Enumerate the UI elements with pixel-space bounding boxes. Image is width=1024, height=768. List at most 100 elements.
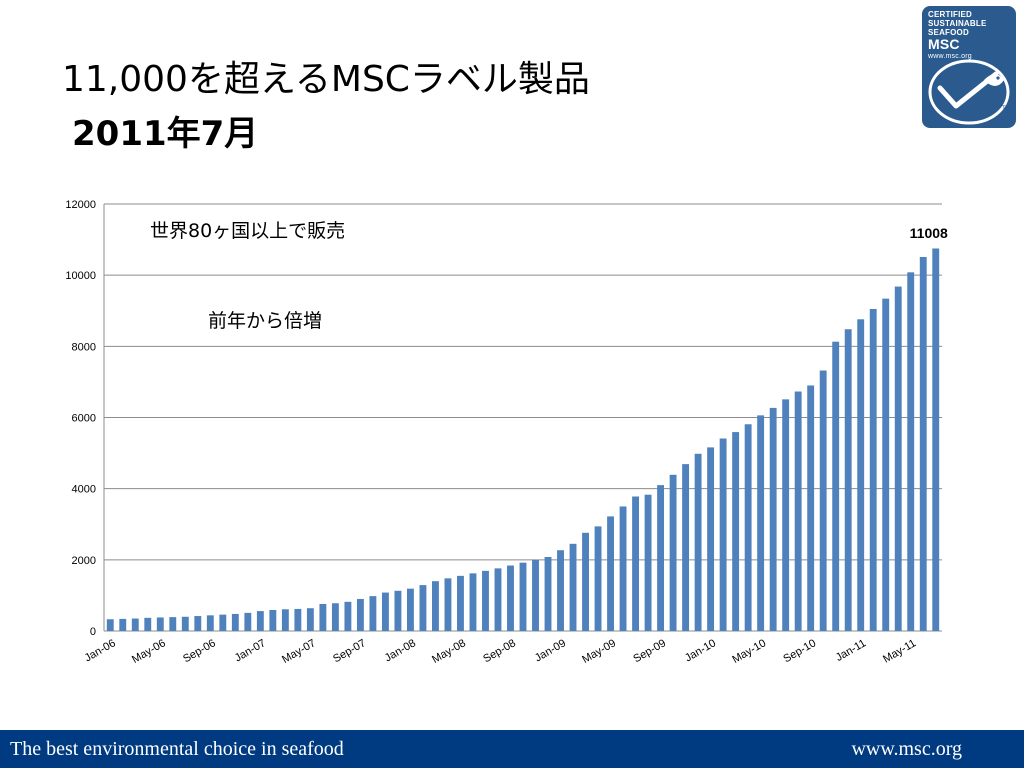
bar (281, 609, 289, 631)
bar (219, 614, 227, 631)
bar (269, 610, 277, 631)
x-tick-label: Sep-08 (481, 637, 518, 665)
bar (507, 565, 514, 631)
bar (807, 385, 815, 631)
bar (482, 570, 489, 631)
bar (519, 562, 527, 631)
msc-logo: CERTIFIED SUSTAINABLE SEAFOOD MSC www.ms… (922, 6, 1016, 128)
x-tick-label: May-10 (730, 637, 768, 666)
y-tick-label: 4000 (72, 484, 96, 496)
x-tick-label: Sep-07 (331, 637, 368, 665)
bar (231, 613, 239, 631)
bar (356, 598, 364, 631)
footer-bar: The best environmental choice in seafood… (0, 730, 1024, 768)
y-tick-label: 0 (90, 626, 96, 638)
bar (644, 494, 652, 631)
bar (894, 286, 902, 631)
bar (582, 532, 589, 631)
x-tick-label: Jan-06 (83, 637, 118, 664)
bar (144, 617, 152, 631)
bar (707, 447, 715, 631)
x-tick-label: Jan-09 (533, 637, 568, 664)
annotation-countries: 世界80ヶ国以上で販売 (150, 220, 346, 242)
x-tick-label: Sep-06 (181, 637, 218, 665)
bar (857, 319, 865, 631)
bar (369, 596, 377, 631)
bar (344, 601, 352, 631)
annotation-growth: 前年から倍増 (208, 310, 323, 332)
logo-trademark: TM (1002, 106, 1011, 112)
bar-chart: 0 2000 4000 6000 8000 10000 12000 Jan-06 May-06 S… (65, 199, 948, 666)
bar (732, 432, 740, 631)
bar (682, 464, 690, 631)
bar (457, 575, 464, 631)
footer-website-link[interactable]: www.msc.org (851, 738, 962, 760)
bar (444, 578, 452, 631)
bar (882, 298, 890, 631)
bar (594, 526, 602, 631)
x-tick-label: Sep-10 (781, 637, 818, 665)
bar (832, 341, 840, 631)
bar (469, 573, 477, 631)
bar (782, 399, 790, 631)
logo-brand: MSC (928, 36, 960, 52)
x-tick-label: May-11 (881, 637, 918, 665)
bar (932, 248, 940, 631)
bar (131, 618, 139, 631)
bar (381, 592, 389, 631)
bar (494, 568, 502, 631)
x-tick-label: Jan-08 (383, 637, 418, 664)
bar (181, 616, 189, 631)
bar (569, 543, 577, 631)
bar (106, 619, 114, 631)
bar (156, 617, 164, 631)
y-tick-label: 8000 (72, 341, 96, 353)
bar (319, 603, 327, 631)
bar (632, 496, 640, 631)
bar (532, 559, 539, 631)
bar (194, 616, 202, 631)
bar (244, 612, 252, 631)
bar (419, 585, 427, 631)
bar (206, 615, 214, 631)
x-tick-label: Jan-10 (683, 637, 718, 664)
footer-tagline: The best environmental choice in seafood (10, 738, 344, 760)
slide-title: 11,000を超えるMSCラベル製品 (62, 59, 590, 100)
x-tick-label: May-06 (130, 637, 168, 666)
bar (794, 391, 802, 631)
x-tick-label: Jan-11 (834, 637, 868, 664)
y-tick-label: 12000 (65, 199, 96, 211)
x-tick-label: Sep-09 (631, 637, 668, 665)
bar (669, 474, 677, 631)
bar (844, 329, 852, 631)
bar (694, 453, 702, 631)
slide-subtitle: 2011年7月 (72, 114, 259, 154)
bar (607, 516, 614, 631)
x-tick-label: May-08 (430, 637, 468, 666)
x-tick-label: Jan-07 (233, 637, 268, 664)
bar (256, 611, 264, 631)
bar (169, 617, 177, 631)
logo-line-seafood: SEAFOOD (928, 28, 969, 37)
logo-line-sustainable: SUSTAINABLE (928, 19, 987, 28)
bar (544, 556, 552, 631)
bar (919, 257, 927, 631)
bar (294, 608, 302, 631)
logo-line-certified: CERTIFIED (928, 10, 973, 19)
x-tick-label: May-09 (580, 637, 618, 666)
y-tick-label: 6000 (72, 413, 96, 425)
bar (719, 438, 727, 631)
bar (619, 506, 627, 631)
bar (119, 618, 127, 631)
bar (657, 485, 665, 631)
bar (432, 581, 439, 631)
logo-url: www.msc.org (928, 53, 972, 60)
y-tick-label: 10000 (65, 270, 96, 282)
bar (907, 272, 915, 631)
data-label-last: 11008 (910, 225, 948, 241)
bar (819, 370, 827, 631)
y-tick-label: 2000 (72, 555, 96, 567)
x-tick-label: May-07 (280, 637, 318, 666)
bar (331, 603, 339, 631)
bar (406, 588, 414, 631)
